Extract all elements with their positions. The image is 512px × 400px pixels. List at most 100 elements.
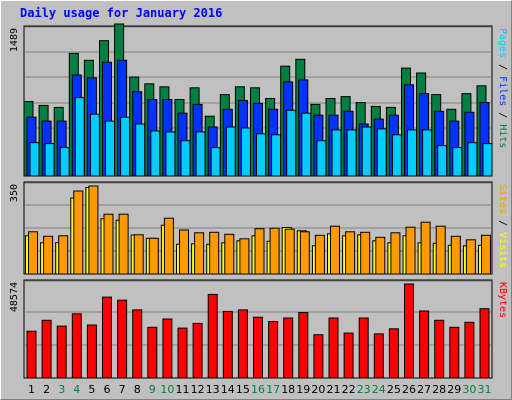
bar-pages-day-21: [331, 129, 342, 177]
bar-kbytes-day-16: [253, 316, 263, 379]
legend-part: /: [497, 106, 508, 124]
bar-pages-day-15: [240, 127, 251, 177]
day-label-7: 7: [119, 383, 126, 396]
bar-pages-day-30: [467, 142, 478, 177]
panel-bottom: 48574 KBytes: [9, 279, 508, 379]
day-label-11: 11: [176, 383, 190, 396]
bar-kbytes-day-24: [373, 333, 384, 379]
day-label-14: 14: [221, 383, 235, 396]
legend-part: Files: [497, 76, 508, 106]
bar-sites-day-31: [481, 234, 491, 275]
bar-pages-day-17: [271, 134, 282, 177]
bar-kbytes-day-18: [283, 317, 294, 379]
bar-kbytes-day-26: [404, 283, 414, 379]
bar-pages-day-6: [105, 120, 115, 177]
bar-sites-day-1: [28, 231, 38, 275]
bar-kbytes-day-21: [328, 317, 339, 379]
bar-pages-day-3: [59, 147, 70, 177]
bar-sites-day-4: [73, 190, 84, 275]
legend-part: Hits: [497, 124, 508, 148]
bar-kbytes-day-10: [162, 318, 173, 379]
legend-part: /: [497, 214, 508, 232]
bar-sites-day-24: [375, 236, 386, 275]
day-label-18: 18: [281, 383, 295, 396]
bar-pages-day-10: [165, 131, 176, 177]
bar-pages-day-22: [346, 129, 357, 177]
bar-sites-day-16: [254, 228, 265, 275]
series-legend-label: Pages / Files / Hits: [497, 28, 508, 148]
bar-pages-day-13: [210, 147, 221, 177]
bar-sites-day-28: [435, 225, 446, 275]
day-label-26: 26: [402, 383, 416, 396]
bar-sites-day-10: [163, 217, 174, 275]
bar-kbytes-day-11: [177, 327, 188, 379]
day-label-12: 12: [191, 383, 205, 396]
bar-sites-day-3: [58, 235, 69, 275]
bar-kbytes-day-25: [388, 328, 399, 379]
day-label-23: 23: [357, 383, 371, 396]
bar-pages-day-2: [44, 143, 55, 177]
bar-pages-day-18: [286, 109, 297, 177]
bar-kbytes-day-12: [192, 322, 203, 379]
bar-pages-day-31: [482, 143, 493, 177]
bar-kbytes-day-2: [41, 319, 52, 379]
bar-kbytes-day-9: [147, 326, 158, 379]
bar-kbytes-day-15: [237, 309, 248, 379]
bar-sites-day-25: [390, 232, 401, 275]
day-label-8: 8: [134, 383, 141, 396]
bar-pages-day-27: [422, 129, 433, 177]
day-label-30: 30: [462, 383, 476, 396]
bar-pages-day-25: [391, 134, 402, 177]
bar-pages-day-26: [407, 129, 417, 177]
legend-part: Sites: [497, 184, 508, 214]
day-label-16: 16: [251, 383, 265, 396]
day-label-31: 31: [478, 383, 492, 396]
bar-sites-day-26: [405, 226, 416, 275]
legend-part: Pages: [497, 28, 508, 58]
bar-sites-day-19: [299, 231, 310, 275]
y-max-label: 48574: [9, 282, 20, 312]
bar-kbytes-day-1: [26, 330, 37, 379]
bar-kbytes-day-8: [132, 309, 143, 379]
bar-sites-day-18: [284, 228, 295, 275]
y-max-label: 1489: [9, 28, 20, 52]
bar-kbytes-day-6: [102, 296, 112, 379]
bar-pages-day-29: [452, 147, 463, 177]
bar-kbytes-day-20: [313, 334, 324, 379]
bar-sites-day-30: [465, 239, 476, 275]
bar-sites-day-7: [118, 213, 129, 275]
bar-kbytes-day-17: [268, 321, 279, 379]
legend-part: KBytes: [497, 282, 508, 318]
bar-sites-day-29: [450, 235, 461, 275]
legend-part: /: [497, 58, 508, 76]
bar-pages-day-1: [29, 142, 40, 177]
bar-sites-day-6: [103, 213, 114, 275]
bar-kbytes-day-3: [56, 325, 67, 379]
bar-pages-day-20: [316, 140, 327, 177]
day-label-13: 13: [206, 383, 220, 396]
bar-sites-day-27: [420, 221, 431, 275]
bar-pages-day-8: [135, 123, 146, 177]
bar-sites-day-21: [330, 225, 340, 275]
bar-sites-day-13: [209, 231, 220, 275]
day-label-1: 1: [28, 383, 35, 396]
bar-sites-day-17: [269, 227, 280, 275]
day-label-5: 5: [88, 383, 95, 396]
series-legend-label: Sites / Visits: [497, 184, 508, 268]
bar-sites-day-8: [133, 234, 144, 275]
bar-pages-day-12: [195, 131, 206, 177]
bar-pages-day-14: [225, 126, 236, 177]
day-label-6: 6: [104, 383, 111, 396]
bar-kbytes-day-29: [449, 326, 460, 379]
panel-top: 1489 Pages / Files / Hits: [9, 23, 508, 177]
day-label-25: 25: [387, 383, 401, 396]
bar-sites-day-20: [314, 234, 325, 275]
bar-pages-day-5: [89, 113, 100, 177]
bar-sites-day-22: [345, 231, 356, 275]
chart-title: Daily usage for January 2016: [20, 6, 223, 20]
bar-sites-day-12: [194, 232, 205, 275]
bar-kbytes-day-27: [419, 310, 430, 379]
bar-sites-day-5: [88, 185, 99, 275]
bar-kbytes-day-31: [479, 308, 490, 379]
